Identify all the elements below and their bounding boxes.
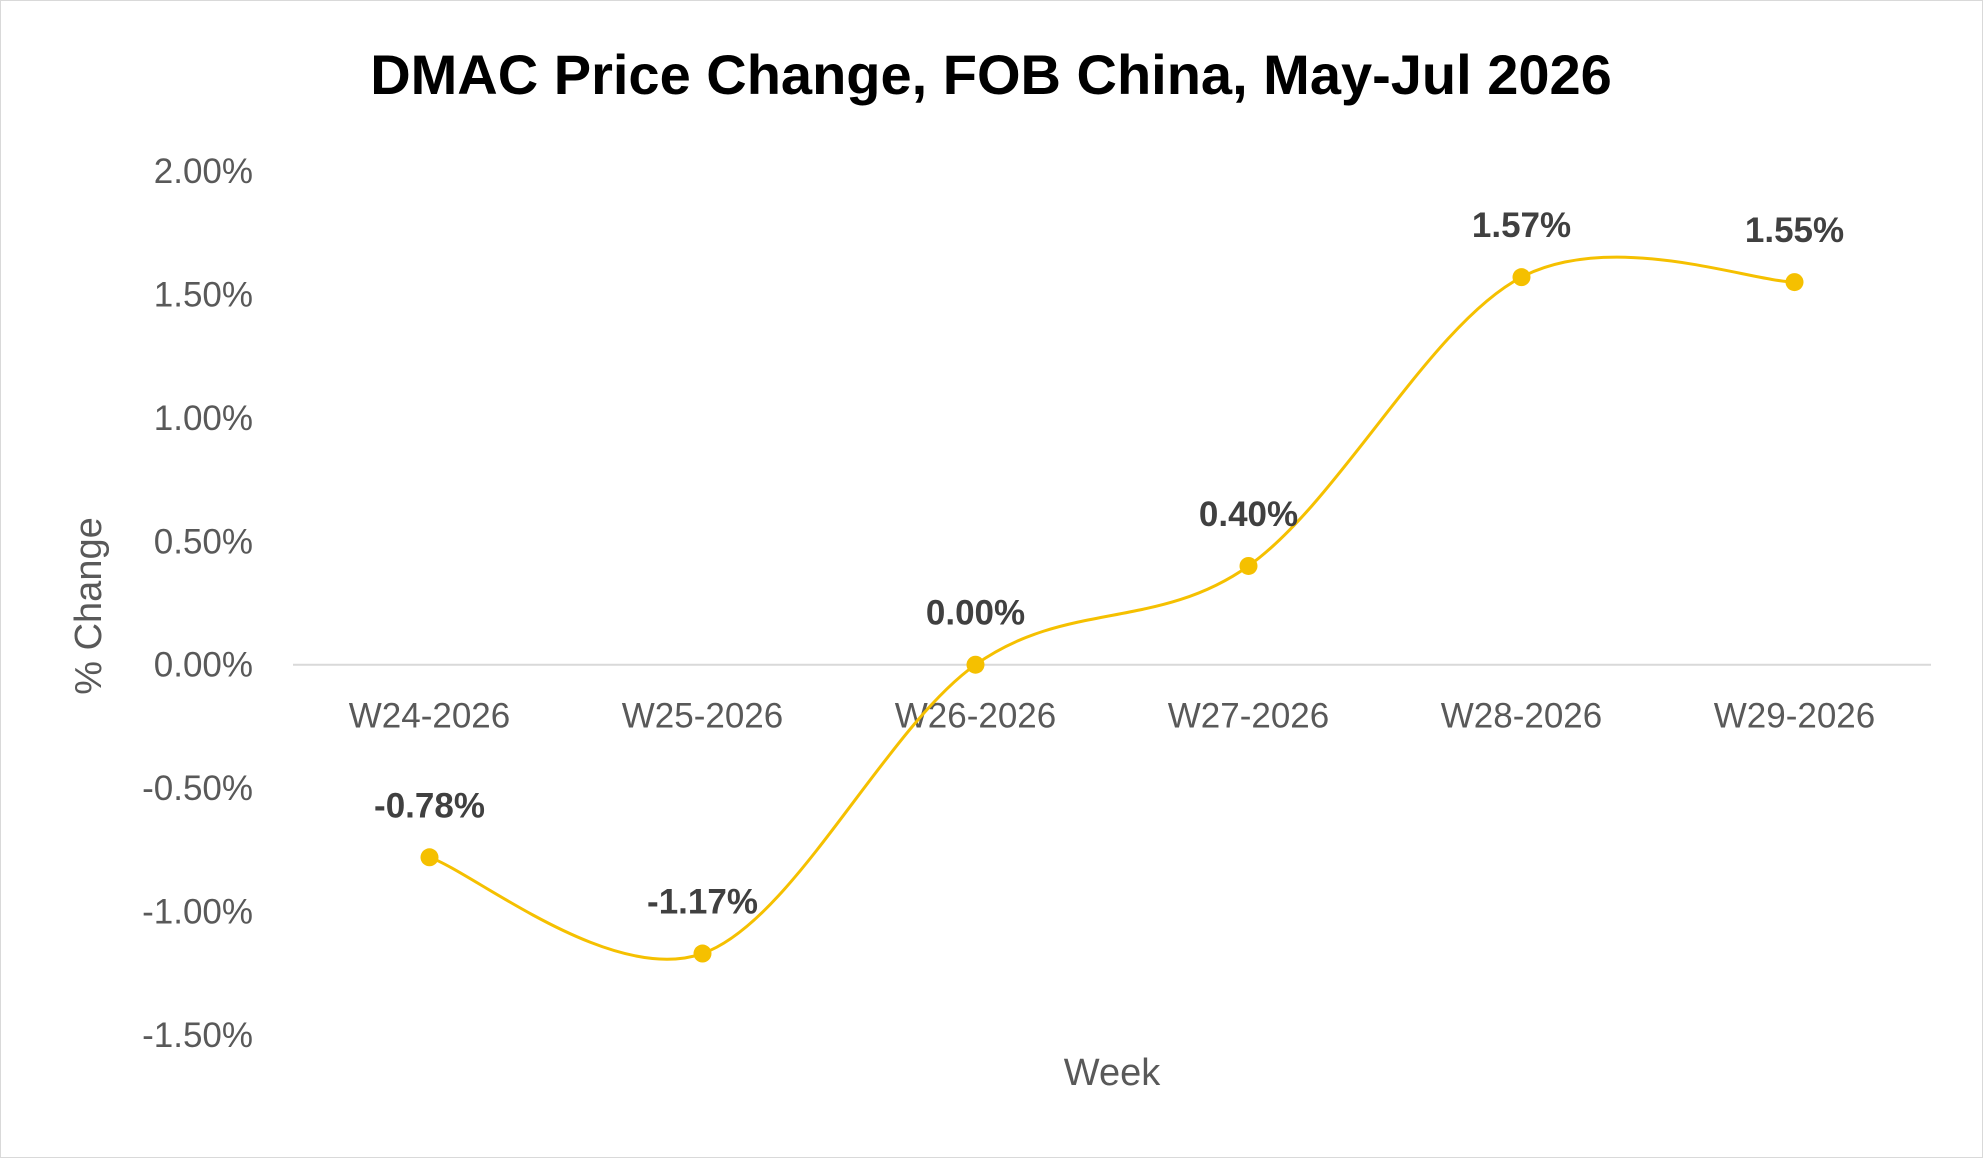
x-tick-label: W25-2026 bbox=[622, 697, 783, 736]
data-point bbox=[1239, 556, 1258, 575]
x-axis-tick-labels: W24-2026 W25-2026 W26-2026 W27-2026 W28-2026… bbox=[349, 697, 1875, 736]
data-labels: -0.78% -1.17% 0.00% 0.40% 1.57% 1.55% bbox=[374, 206, 1844, 921]
x-tick-label: W29-2026 bbox=[1714, 697, 1875, 736]
x-tick-label: W28-2026 bbox=[1441, 697, 1602, 736]
y-tick-label: -1.00% bbox=[142, 893, 253, 932]
data-label: -1.17% bbox=[647, 883, 758, 922]
data-label: 1.57% bbox=[1472, 206, 1571, 245]
x-axis-title: Week bbox=[1064, 1052, 1161, 1094]
x-tick-label: W27-2026 bbox=[1168, 697, 1329, 736]
data-point bbox=[1785, 273, 1804, 292]
chart-title: DMAC Price Change, FOB China, May-Jul 20… bbox=[370, 43, 1612, 106]
data-label: 0.00% bbox=[926, 594, 1025, 633]
data-point bbox=[420, 848, 439, 867]
y-tick-label: 0.50% bbox=[154, 522, 253, 561]
y-tick-label: -0.50% bbox=[142, 769, 253, 808]
series-line bbox=[428, 255, 1795, 961]
data-label: 0.40% bbox=[1199, 495, 1298, 534]
data-point bbox=[693, 944, 712, 963]
y-tick-label: 1.50% bbox=[154, 275, 253, 314]
y-tick-label: -1.50% bbox=[142, 1016, 253, 1055]
data-label: 1.55% bbox=[1745, 211, 1844, 250]
data-point bbox=[1512, 268, 1531, 287]
data-label: -0.78% bbox=[374, 786, 485, 825]
y-axis-title: % Change bbox=[68, 517, 110, 694]
y-tick-label: 0.00% bbox=[154, 646, 253, 685]
data-point-markers bbox=[420, 268, 1804, 963]
y-tick-label: 1.00% bbox=[154, 399, 253, 438]
x-tick-label: W26-2026 bbox=[895, 697, 1056, 736]
data-point bbox=[966, 655, 985, 674]
y-tick-label: 2.00% bbox=[154, 152, 253, 191]
x-tick-label: W24-2026 bbox=[349, 697, 510, 736]
y-axis-tick-labels: 2.00% 1.50% 1.00% 0.50% 0.00% -0.50% -1.00% -1.… bbox=[142, 152, 253, 1055]
